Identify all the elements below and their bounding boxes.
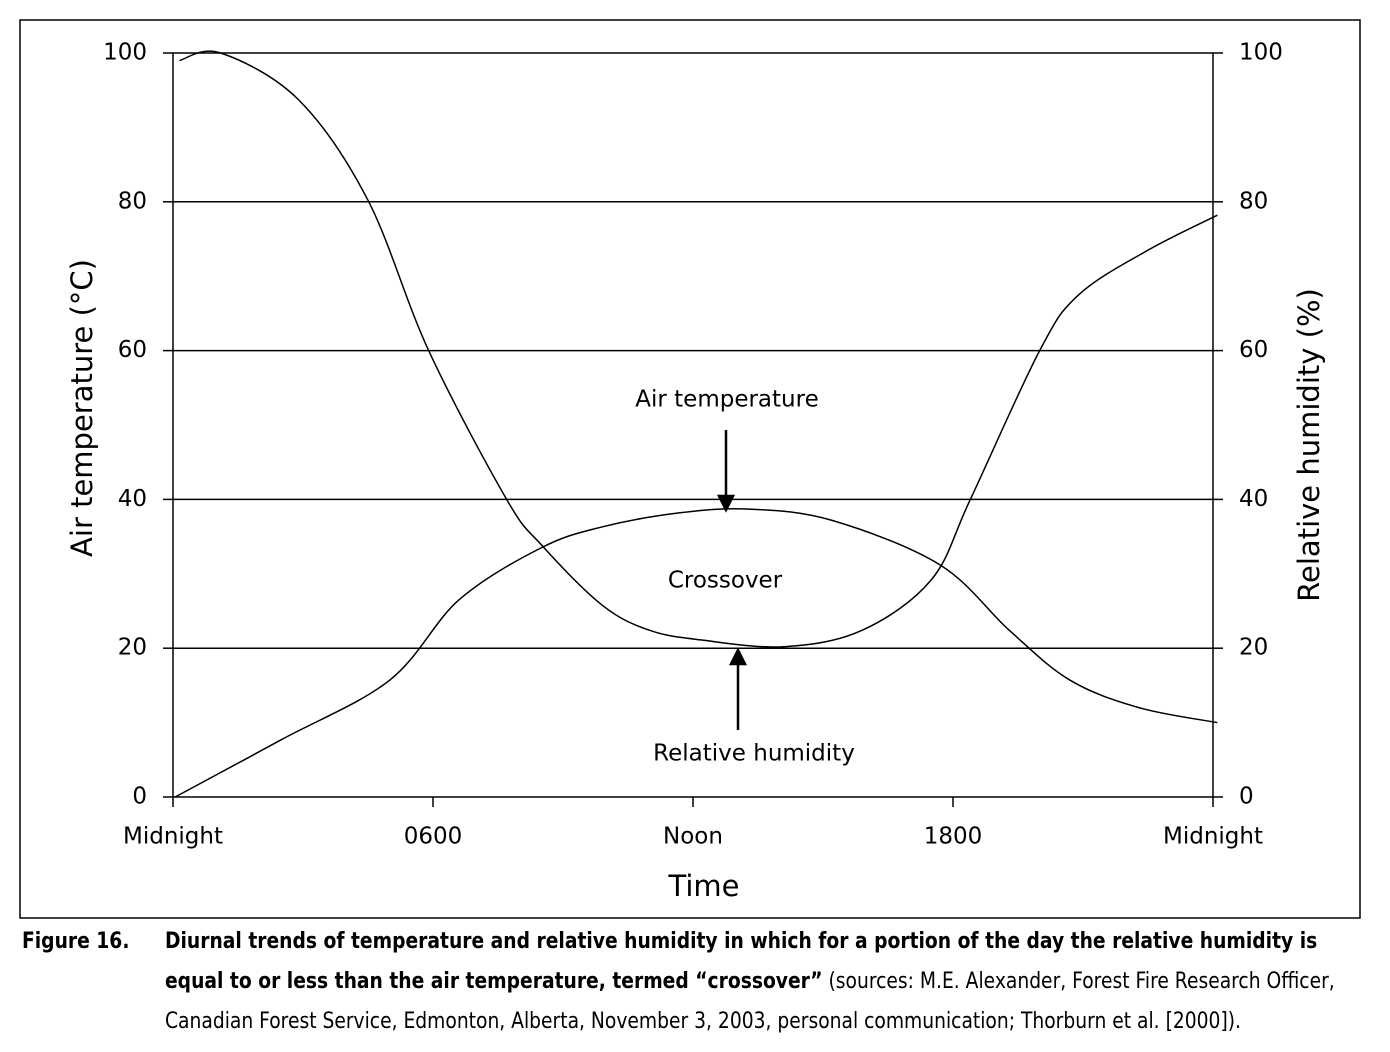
x-tick-label: Midnight bbox=[1163, 824, 1263, 850]
x-tick-label: Midnight bbox=[123, 824, 223, 850]
y2-axis-title: Relative humidity (%) bbox=[1292, 288, 1326, 602]
caption-body: Diurnal trends of temperature and relati… bbox=[165, 922, 1364, 1042]
caption-text: (sources: M.E. Alexander, Forest Fire Re… bbox=[165, 969, 1335, 1034]
series-line bbox=[174, 507, 1218, 798]
arrow bbox=[728, 647, 748, 730]
y2-tick-label: 40 bbox=[1239, 486, 1268, 512]
frame bbox=[19, 19, 1361, 919]
y2-tick-label: 80 bbox=[1239, 188, 1268, 214]
y-tick-label: 80 bbox=[118, 188, 147, 214]
x-tick-label: 1800 bbox=[924, 824, 983, 850]
y-tick-label: 60 bbox=[118, 337, 147, 363]
y-tick-label: 0 bbox=[132, 784, 147, 810]
y-tick-label: 20 bbox=[118, 635, 147, 661]
series-label: Air temperature bbox=[635, 387, 818, 413]
y2-tick-label: 20 bbox=[1239, 635, 1268, 661]
x-tick-label: Noon bbox=[663, 824, 723, 850]
caption-label: Figure 16. bbox=[22, 929, 130, 954]
y2-tick-label: 0 bbox=[1239, 784, 1254, 810]
chart: Time Air temperature (°C) Relative humid… bbox=[19, 19, 1361, 919]
y2-tick-label: 100 bbox=[1239, 40, 1283, 66]
caption-bold: Diurnal trends of temperature and relati… bbox=[165, 929, 1318, 994]
y2-tick-label: 60 bbox=[1239, 337, 1268, 363]
y-tick-label: 40 bbox=[118, 486, 147, 512]
series-label: Relative humidity bbox=[653, 741, 855, 767]
caption: Figure 16. Diurnal trends of temperature… bbox=[0, 922, 1390, 1052]
arrow bbox=[716, 430, 736, 513]
series-line bbox=[179, 50, 1218, 648]
annotation: Crossover bbox=[668, 568, 783, 594]
y-tick-label: 100 bbox=[103, 40, 147, 66]
x-axis-title: Time bbox=[668, 869, 740, 903]
x-tick-label: 0600 bbox=[404, 824, 463, 850]
y-axis-title: Air temperature (°C) bbox=[65, 259, 99, 557]
